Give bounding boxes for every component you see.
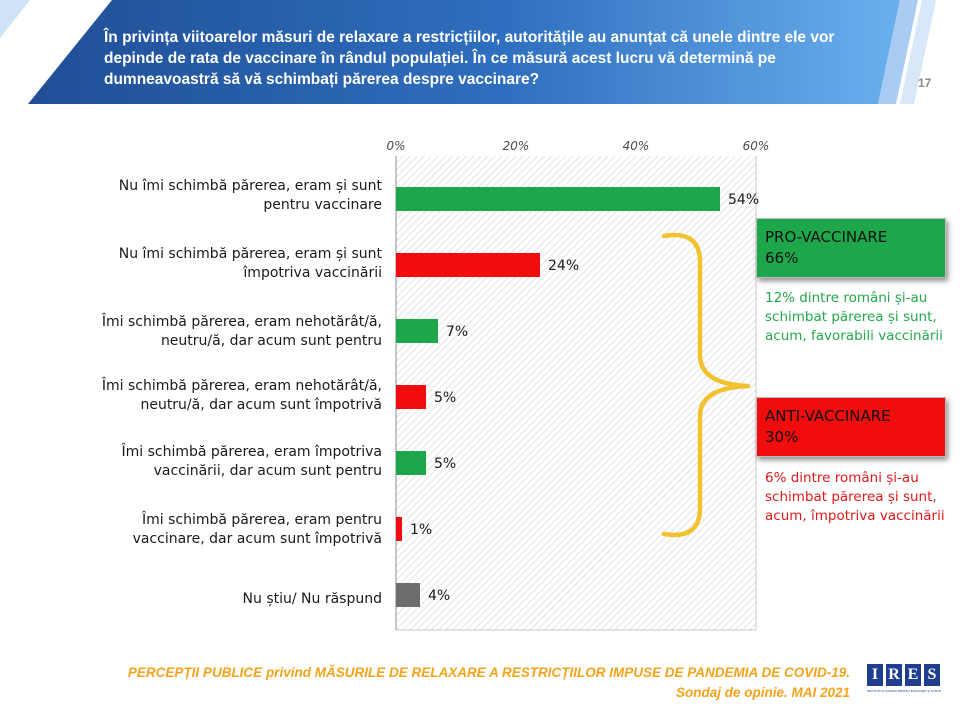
value-label-0: 54% bbox=[728, 192, 759, 208]
category-label-line: Nu îmi schimbă părerea, eram și sunt bbox=[118, 246, 382, 262]
category-label-line: pentru vaccinare bbox=[263, 197, 382, 213]
footer-caption: PERCEPȚII PUBLICE privind MĂSURILE DE RE… bbox=[128, 663, 850, 703]
bar-6 bbox=[396, 583, 420, 607]
logo-subtitle: INSTITUTUL ROMÂN PENTRU EVALUARE ȘI STRA… bbox=[867, 689, 941, 693]
x-tick-label: 0% bbox=[386, 139, 405, 153]
value-label-1: 24% bbox=[548, 258, 579, 274]
category-label-line: vaccinării, dar acum sunt pentru bbox=[153, 463, 382, 479]
category-label-line: Îmi schimbă părerea, eram nehotărât/ă, bbox=[101, 314, 382, 330]
bar-1 bbox=[396, 253, 540, 277]
value-label-6: 4% bbox=[428, 588, 450, 604]
value-label-5: 1% bbox=[410, 522, 432, 538]
category-label-line: Îmi schimbă părerea, eram împotriva bbox=[121, 444, 383, 460]
category-label-2: Îmi schimbă părerea, eram nehotărât/ă, n… bbox=[20, 313, 382, 351]
category-label-5: Îmi schimbă părerea, eram pentru vaccina… bbox=[20, 511, 382, 549]
value-label-4: 5% bbox=[434, 456, 456, 472]
x-tick-label: 60% bbox=[743, 139, 770, 153]
ires-logo: I R E S INSTITUTUL ROMÂN PENTRU EVALUARE… bbox=[867, 664, 941, 704]
category-label-line: Nu știu/ Nu răspund bbox=[242, 591, 382, 607]
pro-vaccination-callout: PRO-VACCINARE 66% bbox=[756, 218, 946, 278]
anti-vaccination-title: ANTI-VACCINARE bbox=[765, 407, 891, 425]
footer-line-1: PERCEPȚII PUBLICE privind MĂSURILE DE RE… bbox=[127, 665, 850, 680]
grouping-bracket bbox=[661, 232, 751, 538]
category-label-line: împotriva vaccinării bbox=[243, 265, 382, 281]
pro-vaccination-value: 66% bbox=[765, 249, 799, 267]
bar-5 bbox=[396, 517, 402, 541]
x-tick-label: 20% bbox=[503, 139, 530, 153]
pro-vaccination-note: 12% dintre români și-au schimbat părerea… bbox=[765, 290, 943, 344]
plot-area bbox=[396, 156, 756, 630]
category-label-line: neutru/ă, dar acum sunt pentru bbox=[160, 333, 382, 349]
logo-letter: R bbox=[886, 664, 902, 686]
category-label-6: Nu știu/ Nu răspund bbox=[20, 590, 382, 609]
footer-line-2: Sondaj de opinie. MAI 2021 bbox=[675, 685, 850, 700]
logo-letter: E bbox=[905, 664, 921, 686]
category-label-line: Îmi schimbă părerea, eram pentru bbox=[141, 512, 382, 528]
x-tick-label: 40% bbox=[623, 139, 650, 153]
value-label-3: 5% bbox=[434, 390, 456, 406]
anti-vaccination-callout: ANTI-VACCINARE 30% bbox=[756, 397, 946, 457]
bar-3 bbox=[396, 385, 426, 409]
question-title: În privința viitoarelor măsuri de relaxa… bbox=[104, 29, 835, 88]
logo-letter: S bbox=[924, 664, 940, 686]
value-label-2: 7% bbox=[446, 324, 468, 340]
category-label-1: Nu îmi schimbă părerea, eram și sunt împ… bbox=[20, 245, 382, 283]
category-label-line: vaccinare, dar acum sunt împotrivă bbox=[132, 531, 382, 547]
category-label-4: Îmi schimbă părerea, eram împotriva vacc… bbox=[20, 443, 383, 481]
anti-vaccination-value: 30% bbox=[765, 428, 799, 446]
category-label-line: Îmi schimbă părerea, eram nehotărât/ă, bbox=[101, 378, 382, 394]
bar-chart: 0% 20% 40% 60% 54% 24% 7% 5% 5% 1% 4% bbox=[386, 139, 770, 631]
bar-4 bbox=[396, 451, 426, 475]
category-label-3: Îmi schimbă părerea, eram nehotărât/ă, n… bbox=[20, 377, 382, 415]
header-banner bbox=[0, 0, 936, 104]
category-label-line: neutru/ă, dar acum sunt împotrivă bbox=[140, 397, 382, 413]
page-number: 17 bbox=[918, 76, 932, 90]
category-label-0: Nu îmi schimbă părerea, eram și sunt pen… bbox=[20, 177, 382, 215]
bar-2 bbox=[396, 319, 438, 343]
pro-vaccination-title: PRO-VACCINARE bbox=[765, 228, 888, 246]
logo-letter: I bbox=[867, 664, 883, 686]
bar-0 bbox=[396, 187, 720, 211]
category-label-line: Nu îmi schimbă părerea, eram și sunt bbox=[118, 178, 382, 194]
anti-vaccination-note: 6% dintre români și-au schimbat părerea … bbox=[765, 470, 945, 524]
